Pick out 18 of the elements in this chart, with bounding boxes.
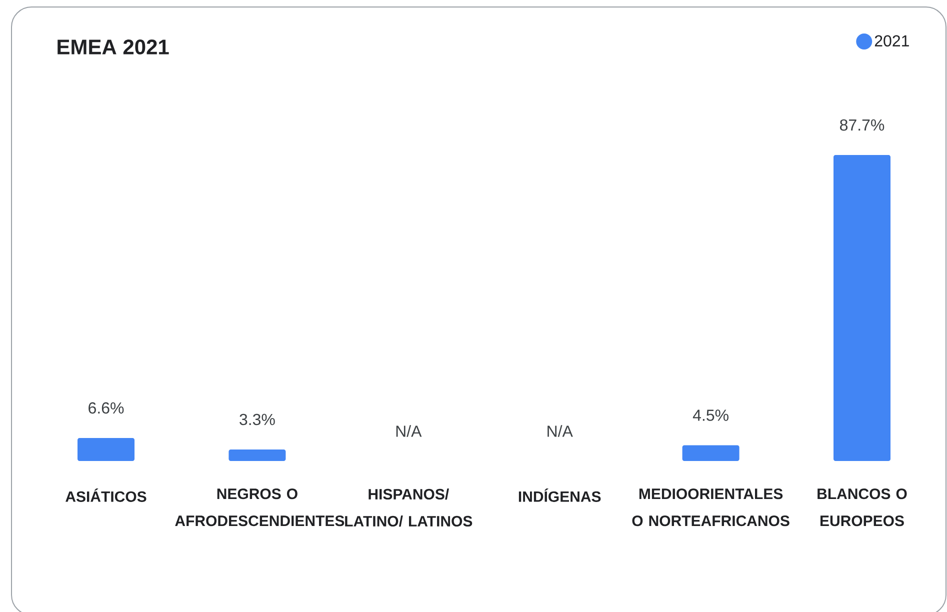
x-tick-label: BLANCOS O EUROPEOS bbox=[818, 488, 907, 526]
x-tick-label: MEDIOORIENTALES O NORTEAFRICANOS bbox=[632, 488, 790, 526]
x-tick-label: NEGROS O AFRODESCENDIENTES bbox=[175, 488, 344, 526]
data-label: 87.7% bbox=[840, 119, 884, 131]
bar bbox=[682, 445, 740, 461]
text: N/A bbox=[548, 425, 573, 437]
x-tick-label: ASIÁTICOS bbox=[66, 488, 146, 502]
legend-label: 2021 bbox=[874, 35, 909, 47]
data-label: 3.3% bbox=[240, 414, 275, 426]
chart-title: EMEA 2021 bbox=[58, 40, 169, 54]
x-tick-label: INDÍGENAS bbox=[518, 488, 601, 502]
data-label: 6.6% bbox=[88, 402, 124, 414]
bar bbox=[228, 449, 286, 461]
x-tick-label: HISPANOS/ LATINO/ LATINOS bbox=[345, 488, 472, 527]
bar bbox=[834, 155, 890, 461]
text: N/A bbox=[396, 425, 422, 437]
bar bbox=[78, 438, 135, 461]
data-label: 4.5% bbox=[692, 410, 728, 421]
